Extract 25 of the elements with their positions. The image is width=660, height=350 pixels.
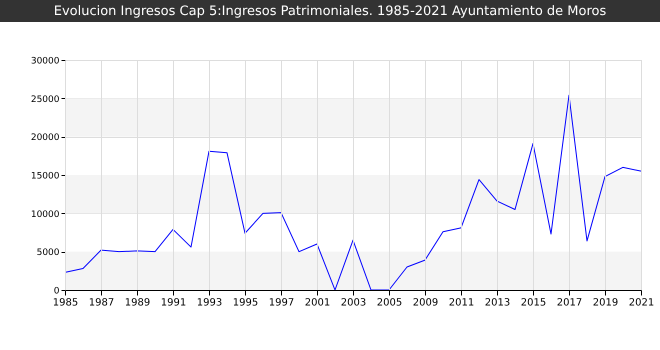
x-tick-label: 1997 <box>268 298 294 308</box>
x-tick-label: 2015 <box>520 298 546 308</box>
x-tick-label: 1989 <box>124 298 150 308</box>
x-tick-label: 1985 <box>52 298 78 308</box>
x-tick-label: 1993 <box>196 298 222 308</box>
x-tick-label: 1995 <box>232 298 258 308</box>
x-tick-label: 2009 <box>412 298 438 308</box>
y-tick-label: 0 <box>54 286 60 296</box>
chart-title: Evolucion Ingresos Cap 5:Ingresos Patrimoniales. 1985-2021 Ayuntamiento de Moros <box>54 4 606 19</box>
y-tick-label: 20000 <box>30 133 60 144</box>
y-tick-label: 30000 <box>30 56 60 66</box>
x-tick-label: 2011 <box>448 298 474 308</box>
x-tick-label: 2005 <box>376 298 402 308</box>
x-tick-label: 2021 <box>628 298 654 308</box>
x-tick-label: 2001 <box>304 298 330 308</box>
x-tick-label: 2019 <box>592 298 618 308</box>
x-tick-label: 1991 <box>160 298 186 308</box>
y-tick-label: 10000 <box>30 210 60 220</box>
x-tick-label: 1987 <box>88 298 114 308</box>
y-tick-label: 15000 <box>30 172 60 182</box>
x-tick-label: 2013 <box>484 298 510 308</box>
x-tick-label: 2017 <box>556 298 582 308</box>
y-tick-label: 25000 <box>30 94 60 105</box>
y-tick-label: 5000 <box>36 248 60 258</box>
x-tick-label: 2003 <box>340 298 366 308</box>
